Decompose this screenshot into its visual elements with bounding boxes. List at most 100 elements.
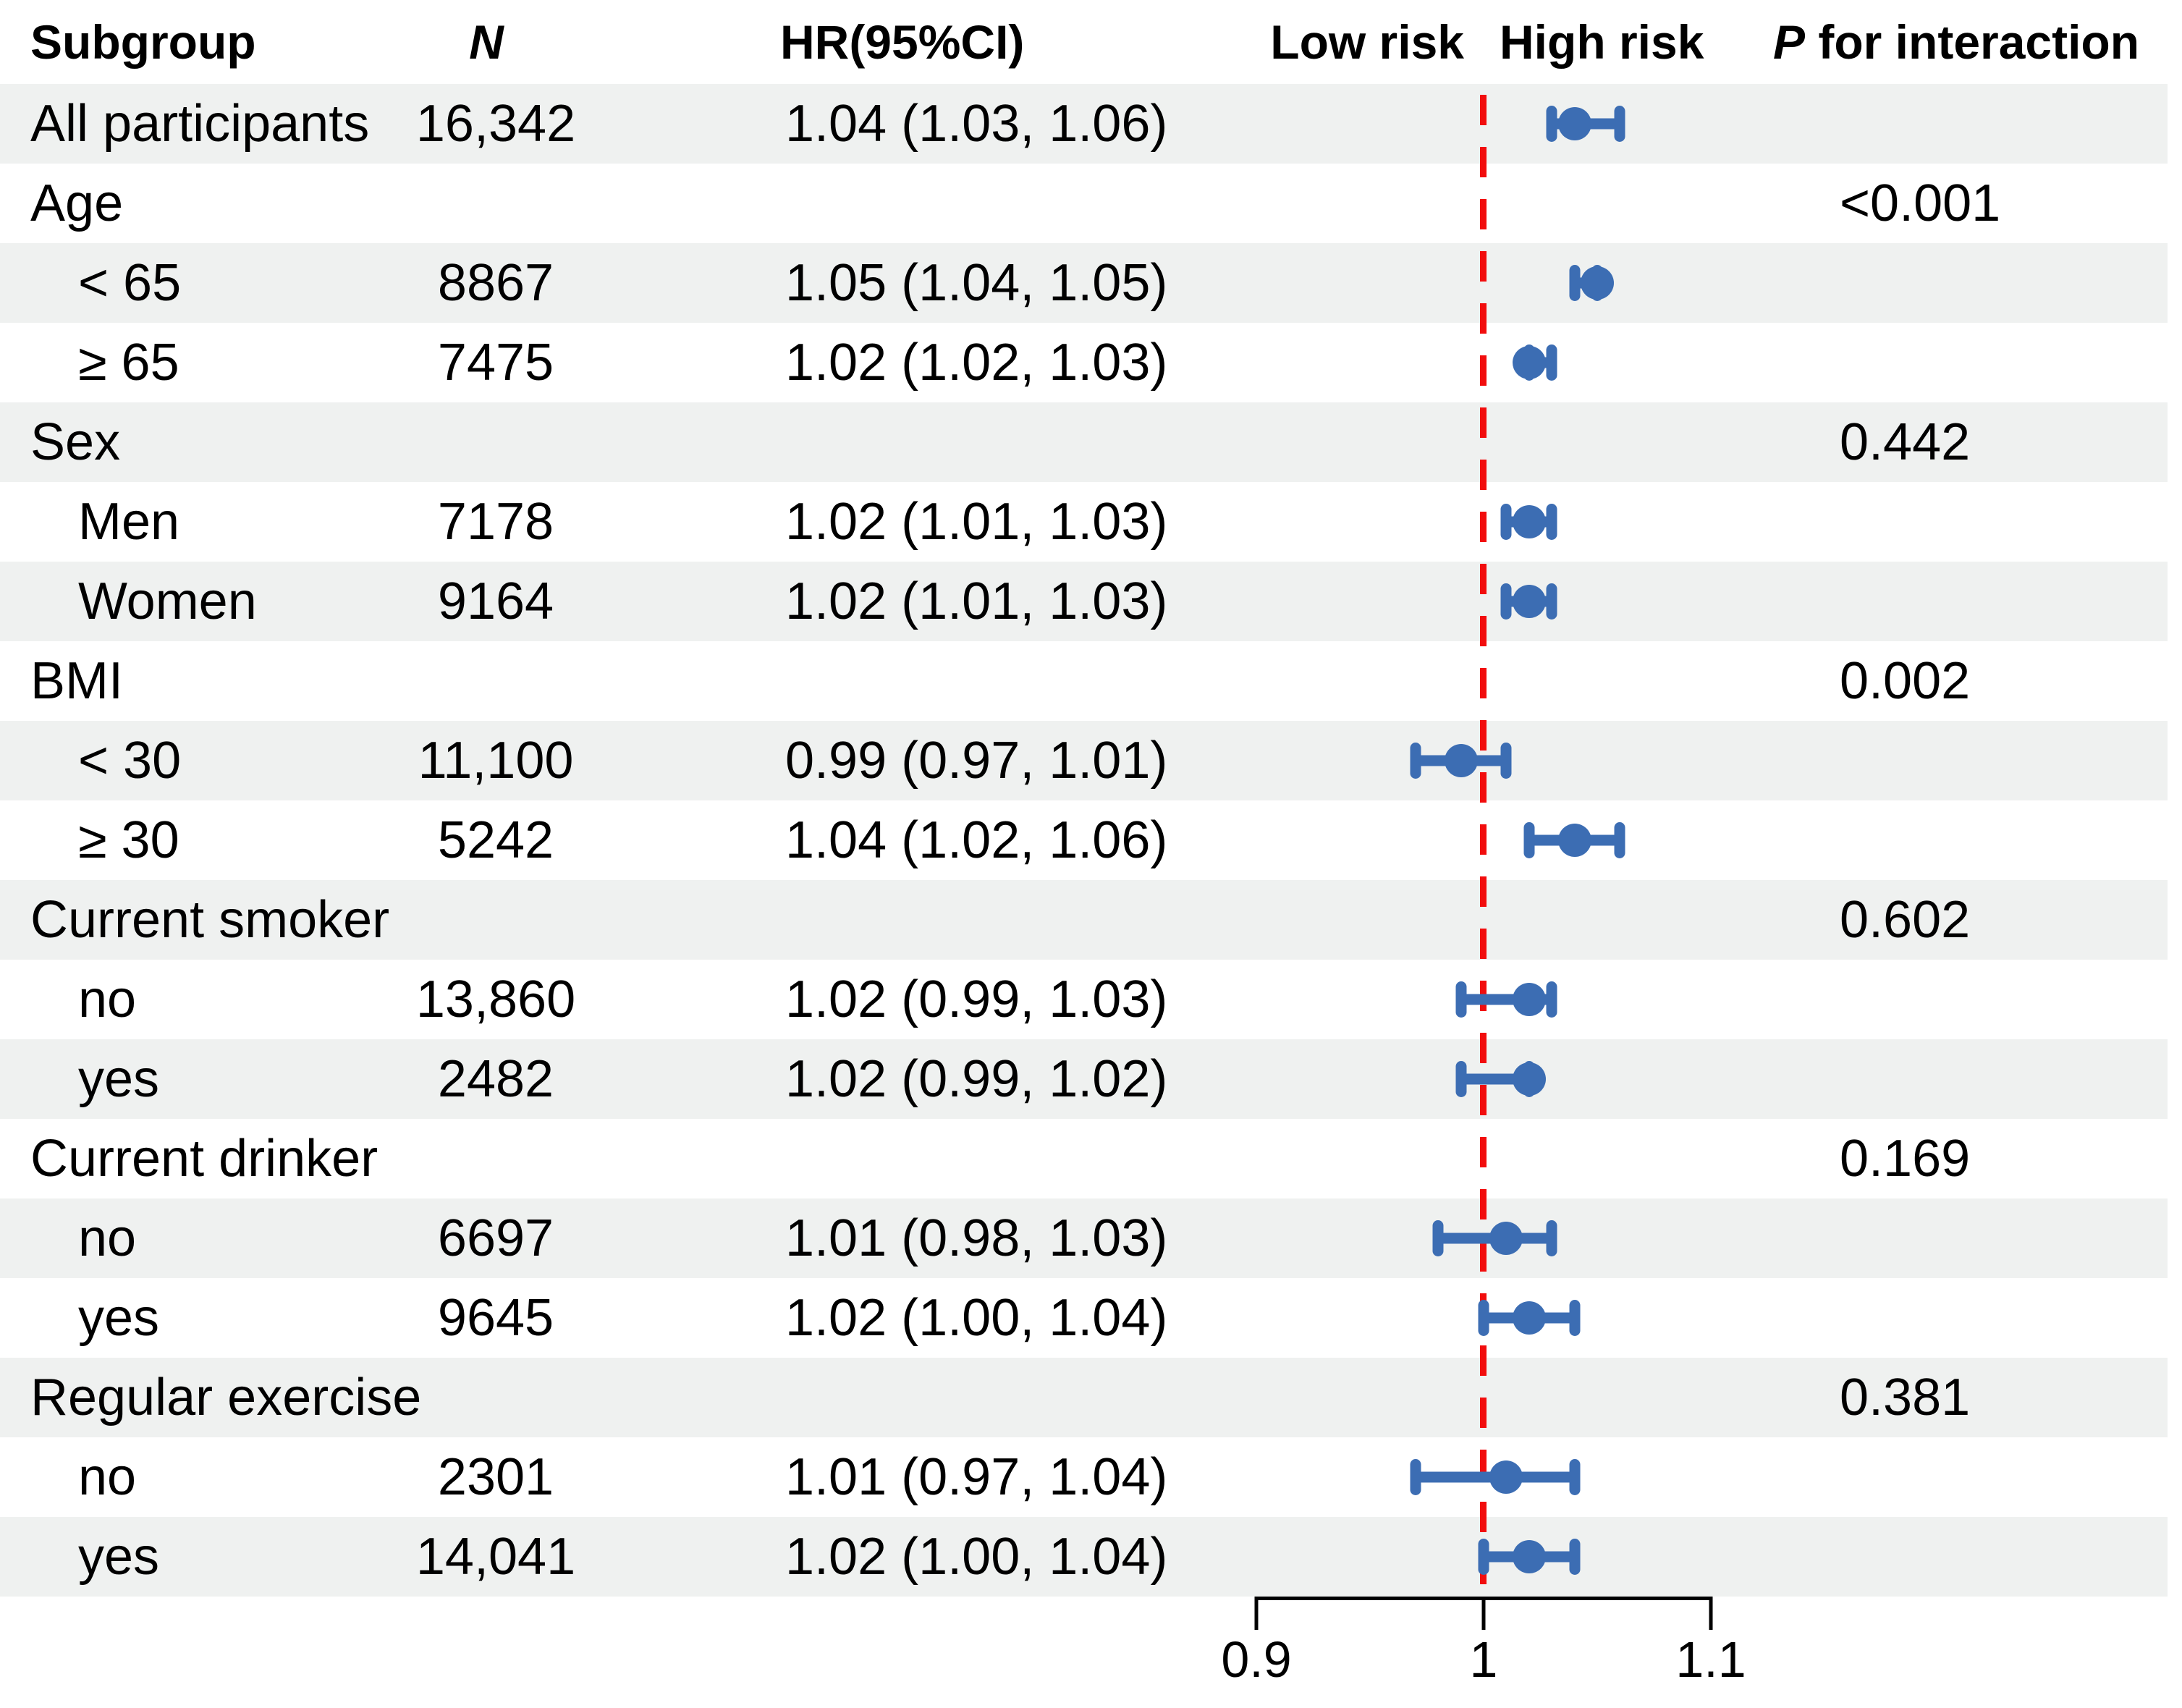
hr-ci-value: 1.02 (1.00, 1.04): [785, 1289, 1168, 1347]
forest-marker: [0, 1517, 2168, 1597]
table-row: Current smoker 0.602: [0, 880, 2168, 960]
n-value: 8867: [437, 254, 554, 312]
axis-tick-label: 1.1: [1675, 1631, 1746, 1688]
table-row: Age <0.001: [0, 164, 2168, 243]
point-estimate-dot: [1512, 1062, 1546, 1096]
ci-cap-low: [1455, 981, 1467, 1018]
subgroup-label: Women: [78, 572, 257, 630]
ci-cap-low: [1523, 822, 1535, 858]
hr-ci-value: 1.02 (1.00, 1.04): [785, 1528, 1168, 1586]
ci-cap-high: [1569, 1459, 1581, 1495]
point-estimate-dot: [1581, 266, 1614, 300]
ci-cap-low: [1455, 1061, 1467, 1097]
p-interaction-value: 0.381: [1840, 1369, 1971, 1426]
hr-ci-value: 1.04 (1.03, 1.06): [785, 95, 1168, 153]
ci-cap-high: [1546, 344, 1557, 381]
ci-whisker: [1460, 1073, 1529, 1085]
ci-cap-high: [1546, 583, 1557, 620]
ci-cap-low: [1432, 1220, 1444, 1256]
table-row: no 6697 1.01 (0.98, 1.03): [0, 1198, 2168, 1278]
n-value: 9645: [437, 1289, 554, 1347]
axis-label-high-risk: High risk: [1500, 15, 1704, 69]
forest-marker: [0, 1278, 2168, 1358]
table-row: ≥ 65 7475 1.02 (1.02, 1.03): [0, 323, 2168, 402]
table-row: yes 9645 1.02 (1.00, 1.04): [0, 1278, 2168, 1358]
table-row: Women 9164 1.02 (1.01, 1.03): [0, 562, 2168, 641]
n-value: 7178: [437, 493, 554, 551]
ci-cap-high: [1569, 1539, 1581, 1575]
subgroup-label: < 30: [78, 732, 182, 790]
ci-cap-high: [1546, 981, 1557, 1018]
subgroup-label: Current drinker: [30, 1130, 379, 1188]
subgroup-label: ≥ 65: [78, 334, 179, 392]
point-estimate-dot: [1557, 824, 1591, 857]
hr-ci-value: 1.01 (0.97, 1.04): [785, 1448, 1168, 1506]
subgroup-label: Regular exercise: [30, 1369, 422, 1426]
point-estimate-dot: [1512, 983, 1546, 1016]
n-value: 2301: [437, 1448, 554, 1506]
forest-marker: [0, 960, 2168, 1039]
axis-tick-label: 0.9: [1221, 1631, 1292, 1688]
hr-ci-value: 1.01 (0.98, 1.03): [785, 1209, 1168, 1267]
ci-cap-high: [1569, 1300, 1581, 1336]
subgroup-label: yes: [78, 1528, 160, 1586]
point-estimate-dot: [1512, 346, 1546, 379]
table-row: < 65 8867 1.05 (1.04, 1.05): [0, 243, 2168, 323]
subgroup-label: BMI: [30, 652, 124, 710]
ci-cap-low: [1478, 1539, 1489, 1575]
subgroup-label: < 65: [78, 254, 182, 312]
n-value: 11,100: [418, 732, 574, 790]
point-estimate-dot: [1512, 585, 1546, 618]
table-row: yes 14,041 1.02 (1.00, 1.04): [0, 1517, 2168, 1597]
forest-marker: [0, 482, 2168, 562]
subgroup-label: no: [78, 1448, 137, 1506]
hr-ci-value: 1.02 (1.01, 1.03): [785, 493, 1168, 551]
table-row: All participants 16,342 1.04 (1.03, 1.06…: [0, 84, 2168, 164]
forest-marker: [0, 243, 2168, 323]
ci-cap-low: [1500, 504, 1512, 540]
subgroup-label: Sex: [30, 413, 121, 471]
n-value: 14,041: [415, 1528, 576, 1586]
ci-cap-low: [1410, 1459, 1421, 1495]
ci-cap-high: [1614, 822, 1625, 858]
ci-cap-low: [1410, 743, 1421, 779]
p-interaction-value: 0.169: [1840, 1130, 1971, 1188]
subgroup-label: ≥ 30: [78, 811, 179, 869]
p-interaction-value: 0.002: [1840, 652, 1971, 710]
hr-ci-value: 1.05 (1.04, 1.05): [785, 254, 1168, 312]
subgroup-label: yes: [78, 1050, 160, 1108]
axis-tick: [1254, 1597, 1259, 1630]
point-estimate-dot: [1512, 1301, 1546, 1335]
forest-marker: [0, 721, 2168, 800]
n-value: 5242: [437, 811, 554, 869]
n-value: 16,342: [415, 95, 576, 153]
table-row: < 30 11,100 0.99 (0.97, 1.01): [0, 721, 2168, 800]
ci-cap-low: [1569, 265, 1581, 301]
ci-cap-high: [1500, 743, 1512, 779]
column-header-subgroup: Subgroup: [30, 15, 256, 69]
table-row: no 13,860 1.02 (0.99, 1.03): [0, 960, 2168, 1039]
table-row: Men 7178 1.02 (1.01, 1.03): [0, 482, 2168, 562]
table-row: Regular exercise 0.381: [0, 1358, 2168, 1437]
n-value: 13,860: [415, 971, 576, 1028]
p-interaction-value: 0.602: [1840, 891, 1971, 949]
point-estimate-dot: [1489, 1460, 1523, 1494]
forest-marker: [0, 1039, 2168, 1119]
forest-marker: [0, 84, 2168, 164]
p-interaction-value: 0.442: [1840, 413, 1971, 471]
forest-marker: [0, 800, 2168, 880]
subgroup-label: no: [78, 971, 137, 1028]
hr-ci-value: 1.02 (0.99, 1.02): [785, 1050, 1168, 1108]
table-row: yes 2482 1.02 (0.99, 1.02): [0, 1039, 2168, 1119]
n-value: 2482: [437, 1050, 554, 1108]
ci-cap-low: [1546, 106, 1557, 142]
table-row: BMI 0.002: [0, 641, 2168, 721]
forest-marker: [0, 1437, 2168, 1517]
column-header-row: Subgroup N HR(95%CI) Low risk High risk …: [0, 0, 2182, 84]
n-value: 6697: [437, 1209, 554, 1267]
forest-marker: [0, 323, 2168, 402]
table-row: no 2301 1.01 (0.97, 1.04): [0, 1437, 2168, 1517]
subgroup-label: no: [78, 1209, 137, 1267]
